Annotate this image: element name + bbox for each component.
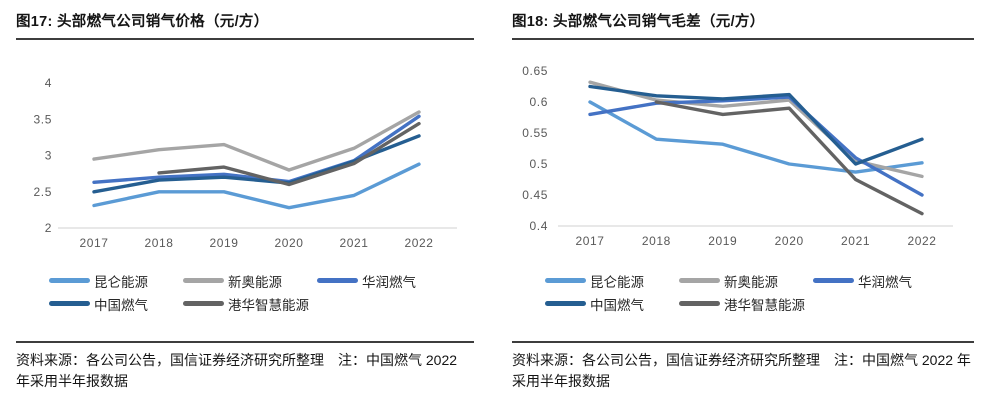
legend-item: 昆仑能源 xyxy=(545,270,679,291)
y-tick-label: 0.6 xyxy=(530,95,548,109)
legend-item: 华润燃气 xyxy=(317,270,477,291)
x-tick-label: 2018 xyxy=(642,234,671,248)
gross-margin-chart-legend: 昆仑能源 新奥能源 华润燃气中国燃气 港华智慧能源 xyxy=(545,270,973,314)
y-tick-label: 0.55 xyxy=(522,126,548,140)
series-line-2 xyxy=(92,114,421,184)
figure-17-title: 图17: 头部燃气公司销气价格（元/方） xyxy=(16,10,474,40)
series-line-4 xyxy=(654,100,924,216)
x-tick-label: 2018 xyxy=(144,236,173,250)
legend-item: 港华智慧能源 xyxy=(183,293,317,314)
gas-price-chart-legend: 昆仑能源 新奥能源 华润燃气中国燃气 港华智慧能源 xyxy=(49,270,477,314)
legend-item: 新奥能源 xyxy=(679,270,813,291)
y-tick-label: 0.4 xyxy=(530,219,548,233)
x-tick-label: 2019 xyxy=(708,234,737,248)
legend-item: 新奥能源 xyxy=(183,270,317,291)
figure-18-title: 图18: 头部燃气公司销气毛差（元/方） xyxy=(512,10,974,40)
series-line-4 xyxy=(157,121,421,187)
gas-price-line-chart: 2 2.5 3 3.5 4 2017 2018 2019 2020 2021 2022 xyxy=(34,76,457,250)
legend-swatch-icon xyxy=(545,278,586,283)
legend-item: 中国燃气 xyxy=(545,293,679,314)
series-line-2 xyxy=(588,95,924,197)
gross-margin-line-chart: 0.4 0.45 0.5 0.55 0.6 0.65 2017 2018 2019 2020 202… xyxy=(522,64,953,248)
legend-swatch-icon xyxy=(183,278,224,283)
figure-17-panel: 图17: 头部燃气公司销气价格（元/方） 2 2.5 3 3.5 4 2017 2018 20… xyxy=(16,0,474,401)
legend-swatch-icon xyxy=(679,278,720,283)
x-tick-label: 2021 xyxy=(339,236,368,250)
figure-17-source-note: 资料来源：各公司公告，国信证券经济研究所整理 注：中国燃气 2022 年采用半年… xyxy=(16,341,474,392)
legend-label: 中国燃气 xyxy=(590,297,644,313)
legend-swatch-icon xyxy=(545,301,586,306)
legend-label: 新奥能源 xyxy=(228,274,282,290)
legend-label: 华润燃气 xyxy=(858,274,912,290)
y-tick-label: 4 xyxy=(45,76,52,90)
legend-label: 中国燃气 xyxy=(94,297,148,313)
legend-label: 昆仑能源 xyxy=(590,274,644,290)
legend-item: 中国燃气 xyxy=(49,293,183,314)
series-line-3 xyxy=(92,134,421,194)
legend-label: 港华智慧能源 xyxy=(228,297,309,313)
x-tick-label: 2022 xyxy=(907,234,936,248)
legend-swatch-icon xyxy=(183,301,224,306)
figure-18-source-note: 资料来源：各公司公告，国信证券经济研究所整理 注：中国燃气 2022 年采用半年… xyxy=(512,341,974,392)
x-tick-label: 2022 xyxy=(404,236,433,250)
legend-swatch-icon xyxy=(49,278,90,283)
legend-item: 华润燃气 xyxy=(813,270,973,291)
figure-18-panel: 图18: 头部燃气公司销气毛差（元/方） 0.4 0.45 0.5 0.55 0.6 0.… xyxy=(512,0,974,401)
series-line-0 xyxy=(588,100,924,174)
legend-item: 港华智慧能源 xyxy=(679,293,813,314)
legend-label: 昆仑能源 xyxy=(94,274,148,290)
series-line-1 xyxy=(92,110,421,172)
legend-item: 昆仑能源 xyxy=(49,270,183,291)
y-tick-label: 0.45 xyxy=(522,188,548,202)
legend-swatch-icon xyxy=(813,278,854,283)
y-tick-label: 2 xyxy=(45,221,52,235)
legend-swatch-icon xyxy=(317,278,358,283)
x-tick-label: 2017 xyxy=(79,236,108,250)
x-tick-label: 2019 xyxy=(209,236,238,250)
y-tick-label: 3.5 xyxy=(34,112,52,126)
legend-swatch-icon xyxy=(679,301,720,306)
legend-label: 华润燃气 xyxy=(362,274,416,290)
y-tick-label: 2.5 xyxy=(34,185,52,199)
legend-label: 新奥能源 xyxy=(724,274,778,290)
x-tick-label: 2020 xyxy=(775,234,804,248)
y-tick-label: 3 xyxy=(45,149,52,163)
series-line-3 xyxy=(588,84,924,166)
y-tick-label: 0.5 xyxy=(530,157,548,171)
x-tick-label: 2017 xyxy=(575,234,604,248)
series-line-0 xyxy=(92,162,421,210)
x-tick-label: 2020 xyxy=(274,236,303,250)
y-tick-label: 0.65 xyxy=(522,64,548,78)
x-tick-label: 2021 xyxy=(841,234,870,248)
legend-label: 港华智慧能源 xyxy=(724,297,805,313)
legend-swatch-icon xyxy=(49,301,90,306)
